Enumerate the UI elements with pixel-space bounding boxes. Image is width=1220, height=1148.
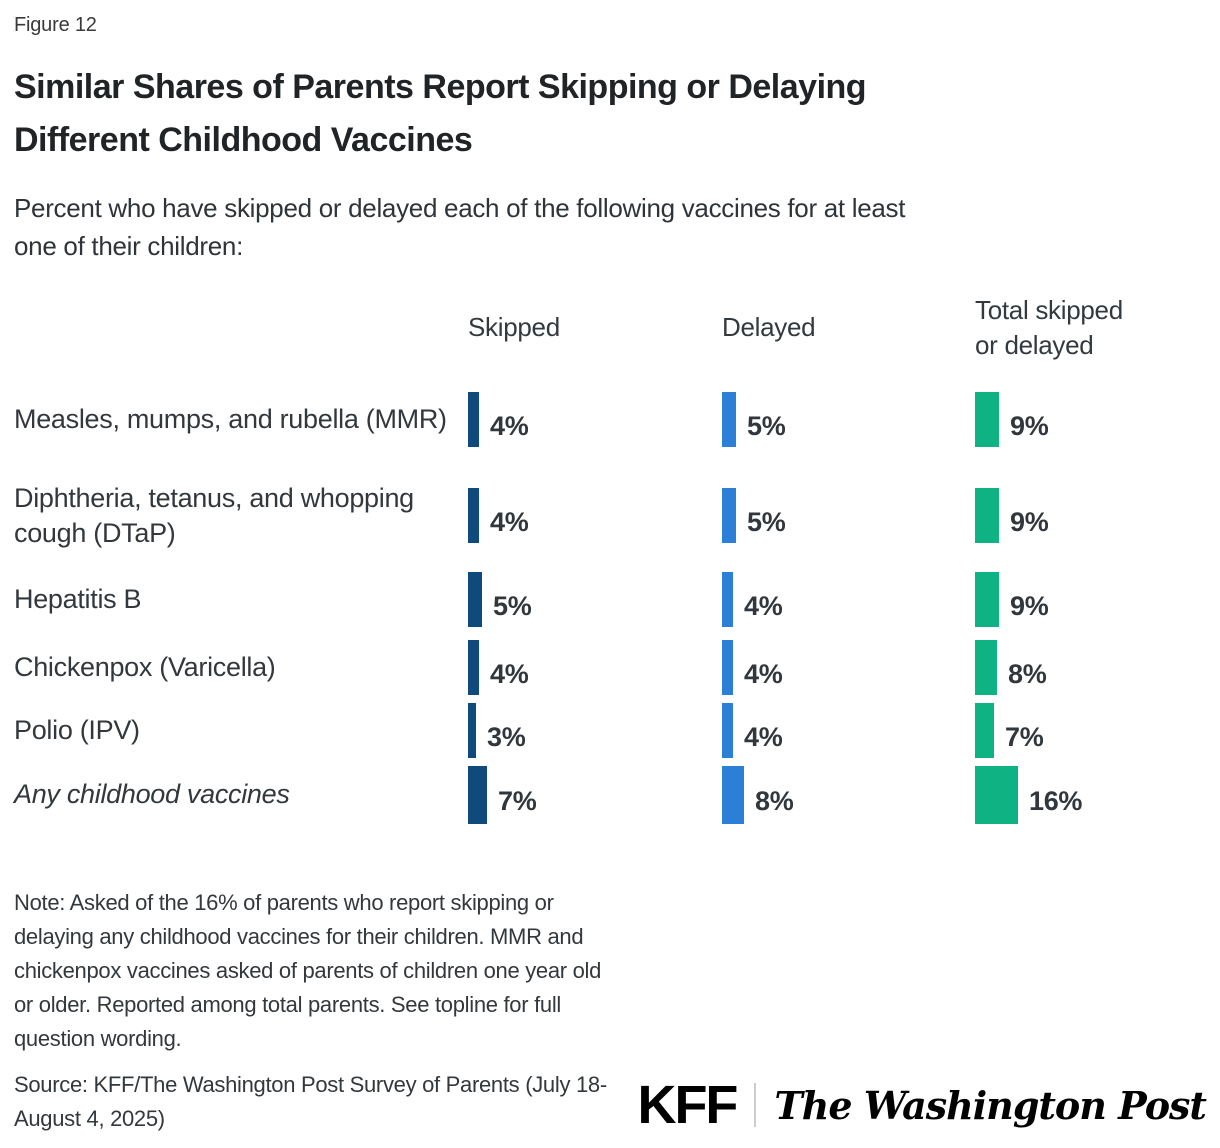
- total-value-label: 9%: [1010, 411, 1049, 442]
- column-header-delayed: Delayed: [722, 312, 816, 343]
- bar-cell-delayed: 5%: [722, 488, 975, 544]
- bar-cell-total: 9%: [975, 572, 1206, 628]
- table-row: Any childhood vaccines 7% 8% 16%: [14, 762, 1206, 828]
- table-row: Diphtheria, tetanus, and whopping cough …: [14, 468, 1206, 564]
- total-value-label: 9%: [1010, 591, 1049, 622]
- bar-cell-delayed: 5%: [722, 392, 975, 448]
- bar-cell-skipped: 7%: [468, 765, 722, 824]
- skipped-value-label: 4%: [490, 411, 529, 442]
- bar-cell-total: 8%: [975, 639, 1206, 695]
- bar-chart: Skipped Delayed Total skipped or delayed…: [14, 284, 1206, 828]
- skipped-value-label: 4%: [490, 658, 529, 689]
- bar-cell-skipped: 4%: [468, 392, 722, 448]
- total-bar: [975, 702, 994, 758]
- row-label-chickenpox: Chickenpox (Varicella): [14, 651, 276, 682]
- note-text: Note: Asked of the 16% of parents who re…: [14, 889, 602, 1052]
- bar-cell-total: 16%: [975, 765, 1206, 824]
- row-label-any-vaccines: Any childhood vaccines: [14, 779, 290, 810]
- delayed-value-label: 4%: [744, 658, 783, 689]
- skipped-value-label: 4%: [490, 507, 529, 538]
- table-row: Hepatitis B 5% 4% 9%: [14, 564, 1206, 636]
- row-label-mmr: Measles, mumps, and rubella (MMR): [14, 404, 447, 435]
- delayed-bar: [722, 572, 733, 628]
- chart-title: Similar Shares of Parents Report Skippin…: [14, 68, 867, 159]
- skipped-bar: [468, 392, 479, 448]
- delayed-value-label: 5%: [747, 411, 786, 442]
- washington-post-logo: The Washington Post: [774, 1082, 1207, 1128]
- total-bar: [975, 488, 999, 544]
- figure-number-label: Figure 12: [14, 14, 97, 36]
- delayed-value-label: 4%: [744, 591, 783, 622]
- row-label-dtap: Diphtheria, tetanus, and whopping cough …: [14, 482, 414, 548]
- delayed-value-label: 8%: [755, 786, 794, 817]
- source-text: Source: KFF/The Washington Post Survey o…: [14, 1072, 607, 1132]
- logo-divider: [754, 1083, 757, 1127]
- column-header-row: Skipped Delayed Total skipped or delayed: [14, 284, 1206, 372]
- bar-cell-skipped: 3%: [468, 702, 722, 758]
- skipped-bar: [468, 488, 479, 544]
- kff-logo: KFF: [637, 1075, 738, 1135]
- delayed-bar: [722, 639, 733, 695]
- table-row: Chickenpox (Varicella) 4% 4% 8%: [14, 636, 1206, 699]
- total-bar: [975, 572, 999, 628]
- delayed-bar: [722, 765, 744, 824]
- total-bar: [975, 639, 997, 695]
- skipped-value-label: 5%: [493, 591, 532, 622]
- bar-cell-total: 9%: [975, 392, 1206, 448]
- skipped-value-label: 7%: [498, 786, 537, 817]
- column-header-total: Total skipped or delayed: [975, 294, 1123, 360]
- total-value-label: 7%: [1005, 721, 1044, 752]
- bar-cell-delayed: 4%: [722, 702, 975, 758]
- total-value-label: 9%: [1010, 507, 1049, 538]
- bar-cell-skipped: 4%: [468, 488, 722, 544]
- row-label-polio: Polio (IPV): [14, 714, 140, 745]
- total-value-label: 16%: [1029, 786, 1083, 817]
- delayed-bar: [722, 702, 733, 758]
- delayed-bar: [722, 392, 736, 448]
- chart-subtitle: Percent who have skipped or delayed each…: [14, 193, 906, 262]
- bar-cell-skipped: 4%: [468, 639, 722, 695]
- total-bar: [975, 765, 1018, 824]
- delayed-value-label: 5%: [747, 507, 786, 538]
- skipped-bar: [468, 765, 487, 824]
- total-value-label: 8%: [1008, 658, 1047, 689]
- bar-cell-delayed: 4%: [722, 572, 975, 628]
- bar-cell-total: 9%: [975, 488, 1206, 544]
- bar-cell-skipped: 5%: [468, 572, 722, 628]
- bar-cell-delayed: 8%: [722, 765, 975, 824]
- total-bar: [975, 392, 999, 448]
- column-header-skipped: Skipped: [468, 312, 560, 343]
- delayed-value-label: 4%: [744, 721, 783, 752]
- bar-cell-delayed: 4%: [722, 639, 975, 695]
- skipped-value-label: 3%: [487, 721, 526, 752]
- delayed-bar: [722, 488, 736, 544]
- table-row: Measles, mumps, and rubella (MMR) 4% 5% …: [14, 372, 1206, 468]
- skipped-bar: [468, 702, 476, 758]
- skipped-bar: [468, 572, 482, 628]
- skipped-bar: [468, 639, 479, 695]
- row-label-hepb: Hepatitis B: [14, 584, 142, 615]
- logo-lockup: KFF The Washington Post: [637, 1074, 1207, 1136]
- table-row: Polio (IPV) 3% 4% 7%: [14, 699, 1206, 762]
- bar-cell-total: 7%: [975, 702, 1206, 758]
